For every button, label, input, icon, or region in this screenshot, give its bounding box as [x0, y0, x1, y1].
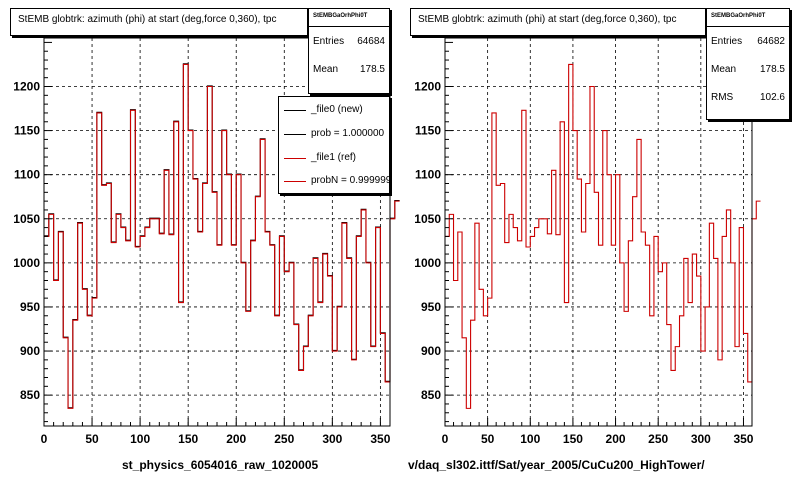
right-plot: 0 50 100 150 200 250 300 350 850 900 950 1000 1050 11… [414, 37, 761, 446]
left-xtick-label-300: 300 [322, 432, 342, 446]
left-panel-title: StEMB globtrk: azimuth (phi) at start (d… [10, 8, 308, 36]
left-ytick-label-1000: 1000 [13, 256, 40, 270]
right-stats-rms-value: 102.6 [759, 91, 785, 103]
left-stats-mean-value: 178.5 [359, 63, 385, 75]
right-ytick-label-900: 900 [421, 344, 441, 358]
right-ytick-label-1200: 1200 [414, 80, 441, 94]
right-xtick-label-200: 200 [606, 432, 626, 446]
left-ytick-label-850: 850 [20, 388, 40, 402]
right-ytick-label-1050: 1050 [414, 212, 441, 226]
left-legend: _file0 (new) prob = 1.000000 _file1 (ref… [278, 96, 390, 194]
left-ytick-label-1200: 1200 [13, 80, 40, 94]
left-ytick-label-1100: 1100 [14, 168, 40, 182]
left-stats-entries-label: Entries [313, 35, 345, 47]
legend-entry-file0: _file0 (new) [279, 101, 389, 121]
left-stats-header: StEMBGaOrhPhi0T [309, 9, 389, 27]
left-stats-mean-label: Mean [313, 63, 339, 75]
legend-label-prob: prob = 1.000000 [311, 128, 385, 139]
right-footer-label: v/daq_sl302.ittf/Sat/year_2005/CuCu200_H… [408, 458, 705, 472]
right-ytick-label-1100: 1100 [415, 168, 441, 182]
right-stats-entries-label: Entries [711, 35, 743, 47]
left-footer-label: st_physics_6054016_raw_1020005 [122, 458, 319, 472]
left-stats-mean-row: Mean 178.5 [309, 55, 389, 83]
left-stats-entries-value: 64684 [357, 35, 385, 47]
right-ytick-label-850: 850 [421, 388, 441, 402]
right-stats-entries-row: Entries 64682 [707, 27, 789, 55]
left-panel-title-text: StEMB globtrk: azimuth (phi) at start (d… [18, 14, 277, 25]
right-stats-rms-row: RMS 102.6 [707, 83, 789, 111]
right-series--file1-ref- [445, 63, 761, 409]
left-xtick-label-150: 150 [178, 432, 198, 446]
right-ytick-label-1150: 1150 [415, 124, 441, 138]
left-ytick-label-1150: 1150 [14, 124, 40, 138]
left-xtick-label-0: 0 [41, 432, 48, 446]
right-stats-header: StEMBGaOrhPhi0T [707, 9, 789, 27]
left-xtick-label-200: 200 [226, 432, 246, 446]
legend-line-prob [284, 134, 306, 135]
right-ytick-label-950: 950 [421, 300, 441, 314]
left-ytick-label-1050: 1050 [13, 212, 40, 226]
right-ytick-label-1000: 1000 [414, 256, 441, 270]
left-series--file0-new- [44, 63, 400, 409]
right-stats-mean-value: 178.5 [759, 63, 785, 75]
legend-entry-prob: prob = 1.000000 [279, 125, 389, 145]
legend-entry-file1: _file1 (ref) [279, 149, 389, 169]
left-xtick-label-100: 100 [130, 432, 150, 446]
legend-line-ref [284, 158, 306, 159]
right-xtick-label-100: 100 [520, 432, 540, 446]
left-ytick-label-900: 900 [20, 344, 40, 358]
left-series--file1-ref- [44, 63, 400, 409]
right-stats-box: StEMBGaOrhPhi0T Entries 64682 Mean 178.5… [706, 8, 790, 120]
left-xtick-label-350: 350 [370, 432, 390, 446]
right-stats-rms-label: RMS [711, 91, 734, 103]
left-stats-box: StEMBGaOrhPhi0T Entries 64684 Mean 178.5 [308, 8, 390, 94]
legend-line-new [284, 110, 306, 111]
right-xtick-label-300: 300 [691, 432, 711, 446]
right-xtick-label-0: 0 [442, 432, 449, 446]
right-panel-title-text: StEMB globtrk: azimuth (phi) at start (d… [418, 14, 677, 25]
right-xtick-label-250: 250 [648, 432, 668, 446]
left-xtick-label-250: 250 [274, 432, 294, 446]
right-panel-title: StEMB globtrk: azimuth (phi) at start (d… [410, 8, 706, 36]
legend-label-probn: probN = 0.999999 [311, 175, 390, 186]
right-stats-entries-value: 64682 [757, 35, 785, 47]
right-stats-mean-row: Mean 178.5 [707, 55, 789, 83]
legend-label-file0: _file0 (new) [311, 104, 363, 115]
left-xtick-label-50: 50 [85, 432, 99, 446]
left-ytick-label-950: 950 [20, 300, 40, 314]
right-xtick-label-50: 50 [481, 432, 495, 446]
right-stats-mean-label: Mean [711, 63, 737, 75]
left-stats-entries-row: Entries 64684 [309, 27, 389, 55]
right-xtick-label-150: 150 [563, 432, 583, 446]
legend-label-file1: _file1 (ref) [311, 152, 357, 163]
right-xtick-label-350: 350 [733, 432, 753, 446]
legend-line-probn [284, 181, 306, 182]
legend-entry-probn: probN = 0.999999 [279, 172, 390, 192]
